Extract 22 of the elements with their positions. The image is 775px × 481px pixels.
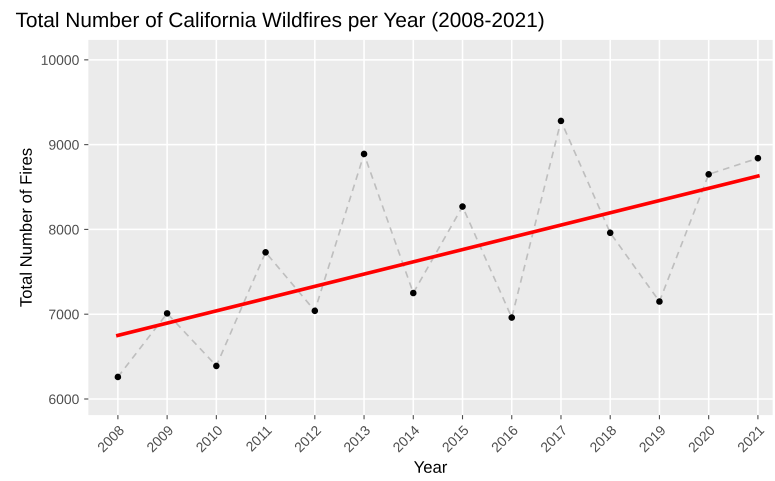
chart-title: Total Number of California Wildfires per Year (2008-2021) xyxy=(16,12,544,32)
point xyxy=(312,308,318,314)
x-axis-title: Year xyxy=(414,461,448,473)
point xyxy=(360,150,368,158)
point xyxy=(606,230,614,236)
point xyxy=(508,314,516,321)
y-tick-label: 9000 xyxy=(49,140,79,150)
point xyxy=(754,154,762,162)
y-tick-label: 6000 xyxy=(49,394,79,404)
point xyxy=(213,362,220,370)
y-tick-label: 10000 xyxy=(42,55,79,66)
point xyxy=(705,171,712,178)
y-tick-label: 7000 xyxy=(49,310,79,320)
point xyxy=(262,249,269,256)
point xyxy=(114,374,122,380)
y-tick-label: 8000 xyxy=(49,224,79,235)
point xyxy=(410,290,417,296)
point xyxy=(656,298,663,305)
point xyxy=(459,203,466,210)
point xyxy=(164,310,170,317)
point xyxy=(558,118,564,124)
y-axis-title: Total Number of Fires xyxy=(20,148,32,307)
